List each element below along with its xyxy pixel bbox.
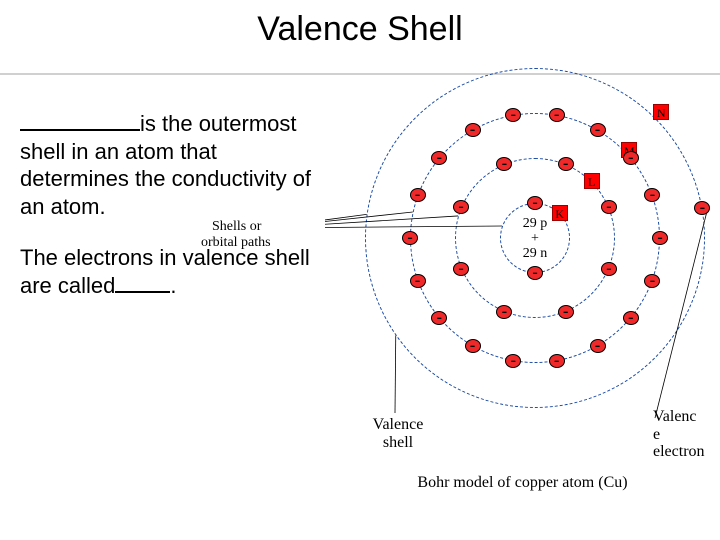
bohr-diagram: Valence shell Valenc e electron Bohr mod… [325,78,720,498]
para2: The electrons in valence shell are calle… [20,244,320,299]
inline-label-orbital-paths: orbital paths [201,235,271,251]
electron-M-11 [590,123,606,137]
body-text: is the outermost shell in an atom that d… [20,110,320,299]
electron-K-1 [527,196,543,210]
electron-M-10 [549,108,565,122]
slide-title-wrap: Valence Shell [0,10,720,62]
electron-L-0 [558,305,574,319]
electron-M-12 [623,151,639,165]
title-underline [0,73,720,75]
electron-L-2 [453,262,469,276]
leader-shell-3 [325,214,367,228]
para1: is the outermost shell in an atom that d… [20,110,320,220]
electron-L-7 [601,262,617,276]
electron-M-5 [402,231,418,245]
blank-1 [20,129,140,131]
electron-M-4 [410,274,426,288]
nucleus-line-1: + [510,231,560,247]
blank-2 [115,291,170,293]
shell-label-L: L [584,173,600,189]
shell-label-N: N [653,104,669,120]
shell-label-K: K [552,205,568,221]
para1-text: is the outermost shell in an atom that d… [20,111,311,219]
label-valence-shell: Valence shell [363,416,433,451]
nucleus-line-2: 29 n [510,246,560,262]
electron-M-17 [590,339,606,353]
label-valence-electron: Valenc e electron [653,408,705,461]
electron-M-0 [549,354,565,368]
para2-period: . [170,273,176,298]
electron-M-14 [652,231,668,245]
electron-M-8 [465,123,481,137]
diagram-caption: Bohr model of copper atom (Cu) [325,474,720,492]
leader-valence-shell [395,336,396,413]
electron-M-7 [431,151,447,165]
electron-N-0 [694,201,710,215]
electron-L-5 [558,157,574,171]
electron-K-0 [527,266,543,280]
electron-M-2 [465,339,481,353]
slide-title: Valence Shell [0,10,720,49]
inline-label-shells-or: Shells or [212,219,261,235]
electron-M-6 [410,188,426,202]
